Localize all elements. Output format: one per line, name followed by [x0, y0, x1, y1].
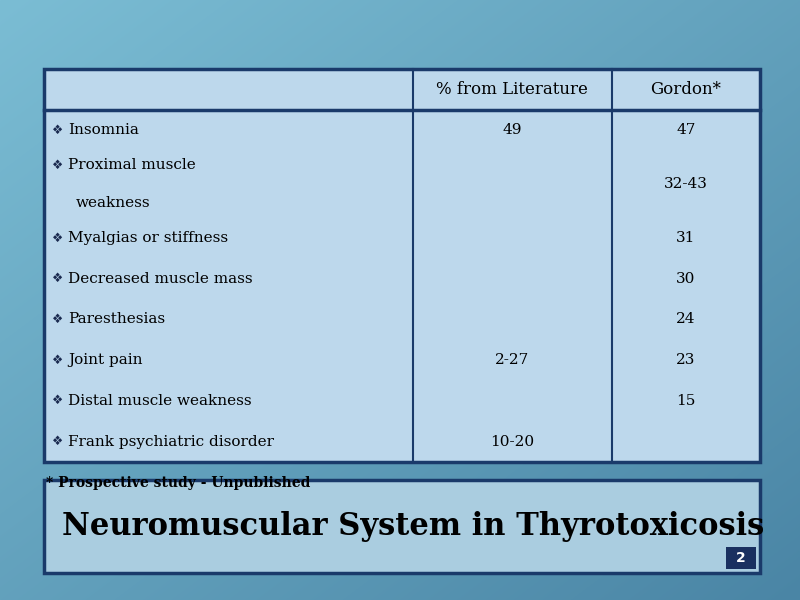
Text: 31: 31 [676, 231, 695, 245]
Text: 30: 30 [676, 272, 695, 286]
Text: 2-27: 2-27 [495, 353, 530, 367]
Text: % from Literature: % from Literature [436, 81, 588, 98]
Text: ❖: ❖ [52, 124, 63, 137]
Text: 47: 47 [676, 123, 695, 137]
Text: 32-43: 32-43 [664, 177, 708, 191]
Text: Gordon*: Gordon* [650, 81, 722, 98]
Text: ❖: ❖ [52, 272, 63, 285]
Text: ❖: ❖ [52, 394, 63, 407]
Text: 24: 24 [676, 313, 696, 326]
Text: Decreased muscle mass: Decreased muscle mass [68, 272, 253, 286]
FancyBboxPatch shape [44, 480, 760, 573]
Text: ❖: ❖ [52, 353, 63, 367]
Text: 10-20: 10-20 [490, 434, 534, 449]
Text: Paresthesias: Paresthesias [68, 313, 165, 326]
Text: * Prospective study - Unpublished: * Prospective study - Unpublished [46, 476, 310, 490]
Text: Insomnia: Insomnia [68, 123, 139, 137]
Text: 23: 23 [676, 353, 695, 367]
Text: Proximal muscle: Proximal muscle [68, 158, 196, 172]
Text: weakness: weakness [76, 196, 150, 210]
Text: 49: 49 [502, 123, 522, 137]
Text: 2: 2 [736, 551, 746, 565]
Text: Distal muscle weakness: Distal muscle weakness [68, 394, 252, 408]
Text: ❖: ❖ [52, 159, 63, 172]
Text: ❖: ❖ [52, 435, 63, 448]
Text: Frank psychiatric disorder: Frank psychiatric disorder [68, 434, 274, 449]
FancyBboxPatch shape [726, 547, 756, 569]
Text: ❖: ❖ [52, 232, 63, 245]
Text: 15: 15 [676, 394, 695, 408]
Text: Neuromuscular System in Thyrotoxicosis: Neuromuscular System in Thyrotoxicosis [62, 511, 764, 542]
FancyBboxPatch shape [44, 69, 760, 462]
Text: ❖: ❖ [52, 313, 63, 326]
Text: Joint pain: Joint pain [68, 353, 142, 367]
Text: Myalgias or stiffness: Myalgias or stiffness [68, 231, 228, 245]
